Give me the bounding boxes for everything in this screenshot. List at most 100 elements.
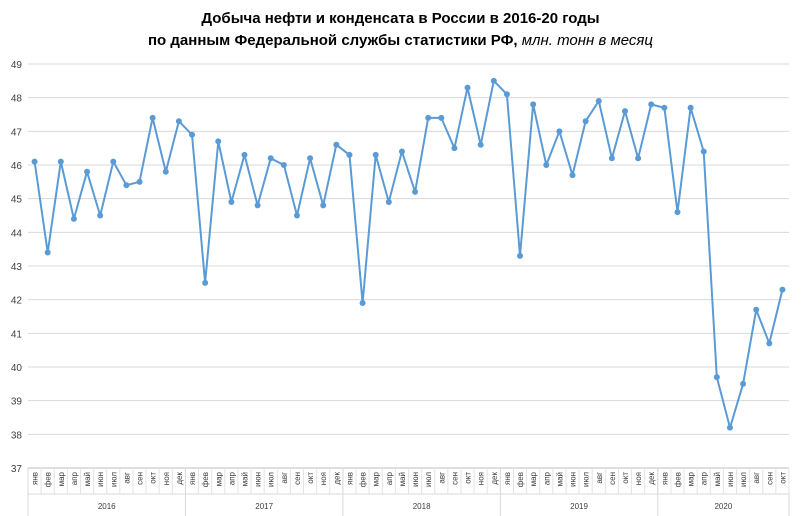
y-tick-label: 42: [11, 296, 23, 307]
x-tick-label: янв: [660, 472, 669, 485]
data-point: [359, 300, 366, 307]
x-tick-label: июн: [569, 472, 578, 487]
x-tick-label: мар: [214, 471, 223, 486]
y-tick-label: 38: [11, 430, 23, 441]
x-tick-label: май: [240, 472, 249, 486]
x-tick-label: апр: [227, 471, 236, 485]
data-point: [97, 212, 104, 219]
x-tick-label: май: [398, 472, 407, 486]
x-tick-label: ноя: [319, 472, 328, 485]
x-tick-label: май: [555, 472, 564, 486]
x-tick-label: дек: [490, 472, 499, 485]
x-tick-label: сен: [136, 472, 145, 485]
data-point: [425, 114, 432, 121]
data-point: [254, 202, 261, 209]
data-point: [569, 172, 576, 179]
x-tick-label: фев: [516, 472, 525, 487]
x-tick-label: окт: [778, 472, 787, 484]
data-point: [477, 141, 484, 148]
data-point: [648, 101, 655, 108]
x-tick-label: авг: [280, 472, 289, 484]
data-point: [123, 182, 130, 189]
x-tick-label: май: [83, 472, 92, 486]
data-point: [595, 98, 602, 105]
x-tick-label: мар: [57, 471, 66, 486]
x-tick-label: ноя: [477, 472, 486, 485]
x-tick-label: сен: [765, 472, 774, 485]
y-tick-label: 44: [11, 228, 23, 239]
x-tick-label: май: [713, 472, 722, 486]
data-point: [110, 158, 117, 165]
data-point: [661, 104, 668, 111]
x-tick-label: окт: [464, 472, 473, 484]
data-point: [202, 279, 209, 286]
data-point: [621, 108, 628, 115]
data-point: [464, 84, 471, 91]
x-tick-label: июн: [254, 472, 263, 487]
x-tick-label: ноя: [634, 472, 643, 485]
x-tick-label: фев: [673, 472, 682, 487]
x-tick-label: июл: [109, 472, 118, 487]
data-point: [228, 199, 235, 206]
x-tick-label: янв: [503, 472, 512, 485]
data-point: [346, 151, 353, 158]
x-tick-label: фев: [359, 472, 368, 487]
year-label: 2019: [570, 502, 588, 511]
data-point: [543, 162, 550, 168]
x-tick-label: фев: [201, 472, 210, 487]
y-tick-label: 39: [11, 397, 23, 408]
data-point: [175, 118, 182, 125]
x-tick-label: июл: [424, 472, 433, 487]
y-tick-label: 49: [11, 60, 23, 71]
data-point: [517, 252, 524, 259]
data-point: [753, 306, 760, 313]
data-point: [713, 374, 720, 381]
data-point: [189, 131, 196, 138]
y-tick-label: 40: [11, 363, 23, 374]
x-tick-label: сен: [450, 472, 459, 485]
data-point: [385, 199, 392, 206]
x-tick-label: янв: [345, 472, 354, 485]
data-point: [84, 168, 91, 175]
chart-title-source: по данным Федеральной службы статистики …: [148, 32, 518, 49]
data-point: [556, 128, 563, 135]
x-tick-label: янв: [188, 472, 197, 485]
y-tick-label: 47: [11, 127, 23, 138]
x-tick-label: авг: [595, 472, 604, 484]
data-point: [740, 380, 747, 387]
x-tick-label: ноя: [162, 472, 171, 485]
chart-title-line-2: по данным Федеральной службы статистики …: [0, 32, 801, 49]
data-point: [779, 286, 786, 293]
x-tick-label: апр: [542, 471, 551, 485]
data-point: [766, 340, 773, 347]
y-tick-label: 41: [11, 329, 23, 340]
data-point: [31, 158, 38, 165]
y-tick-label: 43: [11, 262, 23, 273]
data-point: [490, 77, 497, 84]
series-line: [33, 79, 784, 429]
x-tick-label: мар: [372, 471, 381, 486]
data-point: [136, 178, 143, 185]
data-point: [162, 168, 169, 175]
x-tick-label: сен: [608, 472, 617, 485]
x-tick-label: июл: [582, 472, 591, 487]
x-tick-label: июн: [411, 472, 420, 487]
year-label: 2018: [413, 502, 431, 511]
data-point: [503, 91, 510, 98]
chart-title-unit: млн. тонн в месяц: [521, 32, 653, 49]
y-tick-label: 48: [11, 94, 23, 105]
x-tick-label: дек: [175, 472, 184, 485]
x-tick-label: дек: [332, 472, 341, 485]
x-tick-label: апр: [385, 471, 394, 485]
x-tick-label: авг: [122, 472, 131, 484]
data-point: [687, 104, 694, 111]
x-tick-label: авг: [437, 472, 446, 484]
x-tick-label: дек: [647, 472, 656, 485]
data-point: [44, 249, 51, 256]
data-point: [582, 118, 589, 125]
data-point: [320, 202, 327, 209]
x-tick-label: июл: [739, 472, 748, 487]
data-point: [608, 155, 615, 162]
